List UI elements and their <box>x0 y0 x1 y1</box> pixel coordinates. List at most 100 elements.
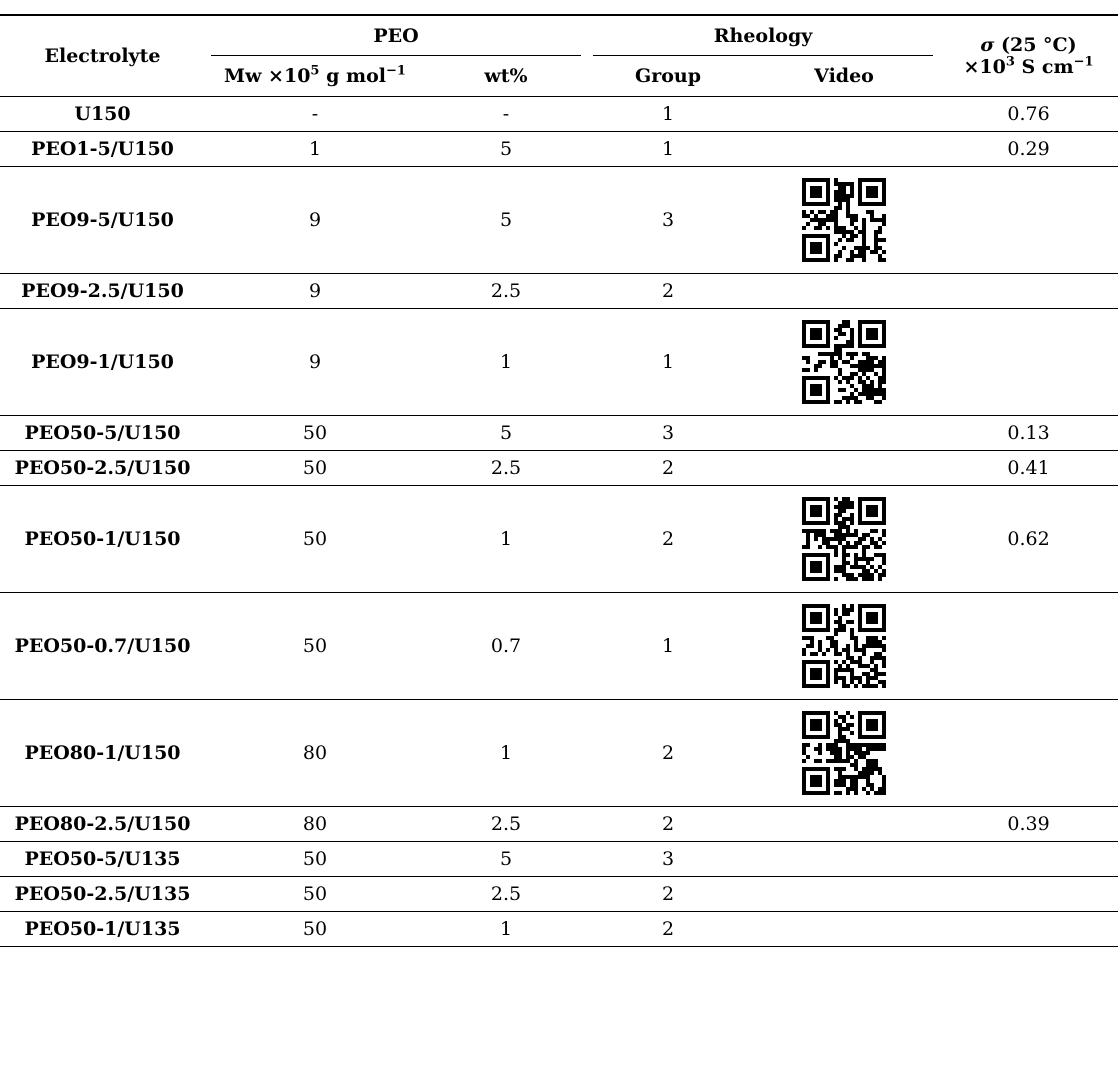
header-conductivity: σ (25 °C) ×103 S cm−1 <box>939 15 1118 97</box>
header-mw-exp: 5 <box>310 63 320 79</box>
cell-mw: - <box>311 103 319 125</box>
cell-video <box>749 877 939 912</box>
cell-group: 2 <box>661 457 675 479</box>
header-mw-rest: g mol <box>319 65 386 87</box>
cell-electrolyte: PEO9-5/U150 <box>31 209 174 231</box>
cell-group: 2 <box>661 813 675 835</box>
cell-video <box>749 416 939 451</box>
table-row: PEO9-5/U150 9 5 3 <box>0 167 1118 274</box>
cell-video[interactable] <box>749 167 939 274</box>
cell-electrolyte: PEO50-2.5/U150 <box>14 457 191 479</box>
cell-mw: 50 <box>302 422 328 444</box>
cell-wt: 1 <box>499 918 513 940</box>
cell-wt: 0.7 <box>490 635 522 657</box>
cell-mw: 9 <box>308 351 322 373</box>
cell-electrolyte: PEO50-1/U150 <box>24 528 181 550</box>
cell-group: 1 <box>661 138 675 160</box>
cell-electrolyte: PEO1-5/U150 <box>31 138 174 160</box>
cell-group: 3 <box>661 209 675 231</box>
cell-mw: 50 <box>302 883 328 905</box>
cell-wt: 5 <box>499 848 513 870</box>
cell-mw: 50 <box>302 528 328 550</box>
cell-mw: 9 <box>308 209 322 231</box>
cell-group: 2 <box>661 528 675 550</box>
table-row: PEO50-0.7/U150 50 0.7 1 <box>0 593 1118 700</box>
qr-code-icon[interactable] <box>802 178 887 262</box>
header-video: Video <box>814 65 874 87</box>
cell-electrolyte: PEO50-5/U135 <box>24 848 181 870</box>
header-sigma-unit-exp: 3 <box>1005 54 1015 70</box>
table-header: Electrolyte PEO Rheology σ (25 °C) ×103 … <box>0 15 1118 97</box>
table-row: PEO9-2.5/U150 9 2.5 2 <box>0 274 1118 309</box>
table-row: PEO9-1/U150 9 1 1 <box>0 309 1118 416</box>
cell-group: 2 <box>661 742 675 764</box>
qr-code-icon[interactable] <box>802 320 887 404</box>
cell-mw: 50 <box>302 848 328 870</box>
cell-mw: 9 <box>308 280 322 302</box>
data-table-container: Electrolyte PEO Rheology σ (25 °C) ×103 … <box>0 14 1118 947</box>
header-sigma-symbol: σ <box>980 34 995 56</box>
table-row: U150 - - 1 0.76 <box>0 97 1118 132</box>
cell-sigma: 0.13 <box>1007 422 1050 444</box>
cell-electrolyte: PEO50-0.7/U150 <box>14 635 191 657</box>
header-mw-exp2: −1 <box>385 63 406 79</box>
cell-video[interactable] <box>749 486 939 593</box>
cell-mw: 80 <box>302 813 328 835</box>
cell-video <box>749 132 939 167</box>
cell-sigma: 0.62 <box>1007 528 1050 550</box>
cell-sigma <box>939 877 1118 912</box>
qr-code-icon[interactable] <box>802 604 887 688</box>
cell-electrolyte: PEO50-5/U150 <box>24 422 181 444</box>
cell-video <box>749 97 939 132</box>
table-row: PEO50-1/U150 50 1 2 0.62 <box>0 486 1118 593</box>
cell-mw: 50 <box>302 457 328 479</box>
table-row: PEO50-5/U150 50 5 3 0.13 <box>0 416 1118 451</box>
table-row: PEO50-2.5/U150 50 2.5 2 0.41 <box>0 451 1118 486</box>
cell-wt: 1 <box>499 742 513 764</box>
cell-electrolyte: PEO50-1/U135 <box>24 918 181 940</box>
cell-sigma: 0.76 <box>1007 103 1050 125</box>
cell-sigma <box>939 593 1118 700</box>
header-row-top: Electrolyte PEO Rheology σ (25 °C) ×103 … <box>0 15 1118 78</box>
header-sigma-unit-rest: S cm <box>1014 56 1074 78</box>
header-sigma-temp: (25 °C) <box>994 34 1077 56</box>
cell-video[interactable] <box>749 309 939 416</box>
header-row-sub: Mw ×105 g mol−1 wt% Group Video <box>0 56 1118 97</box>
table-row: PEO50-5/U135 50 5 3 <box>0 842 1118 877</box>
cell-video <box>749 451 939 486</box>
cell-group: 2 <box>661 883 675 905</box>
cell-wt: - <box>502 103 510 125</box>
cell-mw: 1 <box>308 138 322 160</box>
table-row: PEO80-1/U150 80 1 2 <box>0 700 1118 807</box>
table-row: PEO1-5/U150 1 5 1 0.29 <box>0 132 1118 167</box>
header-wt: wt% <box>484 65 528 87</box>
cell-group: 1 <box>661 103 675 125</box>
cell-wt: 2.5 <box>490 280 522 302</box>
cell-wt: 5 <box>499 209 513 231</box>
header-group: Group <box>635 65 702 87</box>
table-body: U150 - - 1 0.76 PEO1-5/U150 1 5 1 0.29 PEO9-5/U150… <box>0 97 1118 947</box>
cell-group: 2 <box>661 280 675 302</box>
cell-sigma: 0.29 <box>1007 138 1050 160</box>
cell-group: 1 <box>661 635 675 657</box>
cell-sigma <box>939 842 1118 877</box>
header-electrolyte: Electrolyte <box>44 45 161 67</box>
cell-video[interactable] <box>749 593 939 700</box>
cell-wt: 1 <box>499 351 513 373</box>
cell-video <box>749 842 939 877</box>
cell-video[interactable] <box>749 700 939 807</box>
cell-electrolyte: PEO80-1/U150 <box>24 742 181 764</box>
qr-code-icon[interactable] <box>802 497 887 581</box>
cell-wt: 5 <box>499 422 513 444</box>
cell-wt: 2.5 <box>490 883 522 905</box>
cell-electrolyte: PEO9-2.5/U150 <box>21 280 184 302</box>
cell-sigma <box>939 912 1118 947</box>
header-mw: Mw ×105 g mol−1 <box>205 56 425 97</box>
cell-wt: 5 <box>499 138 513 160</box>
cell-video <box>749 274 939 309</box>
cell-mw: 50 <box>302 918 328 940</box>
cell-sigma <box>939 274 1118 309</box>
qr-code-icon[interactable] <box>802 711 887 795</box>
header-rheology-group: Rheology <box>587 15 939 56</box>
header-sigma-unit-exp2: −1 <box>1073 54 1094 70</box>
